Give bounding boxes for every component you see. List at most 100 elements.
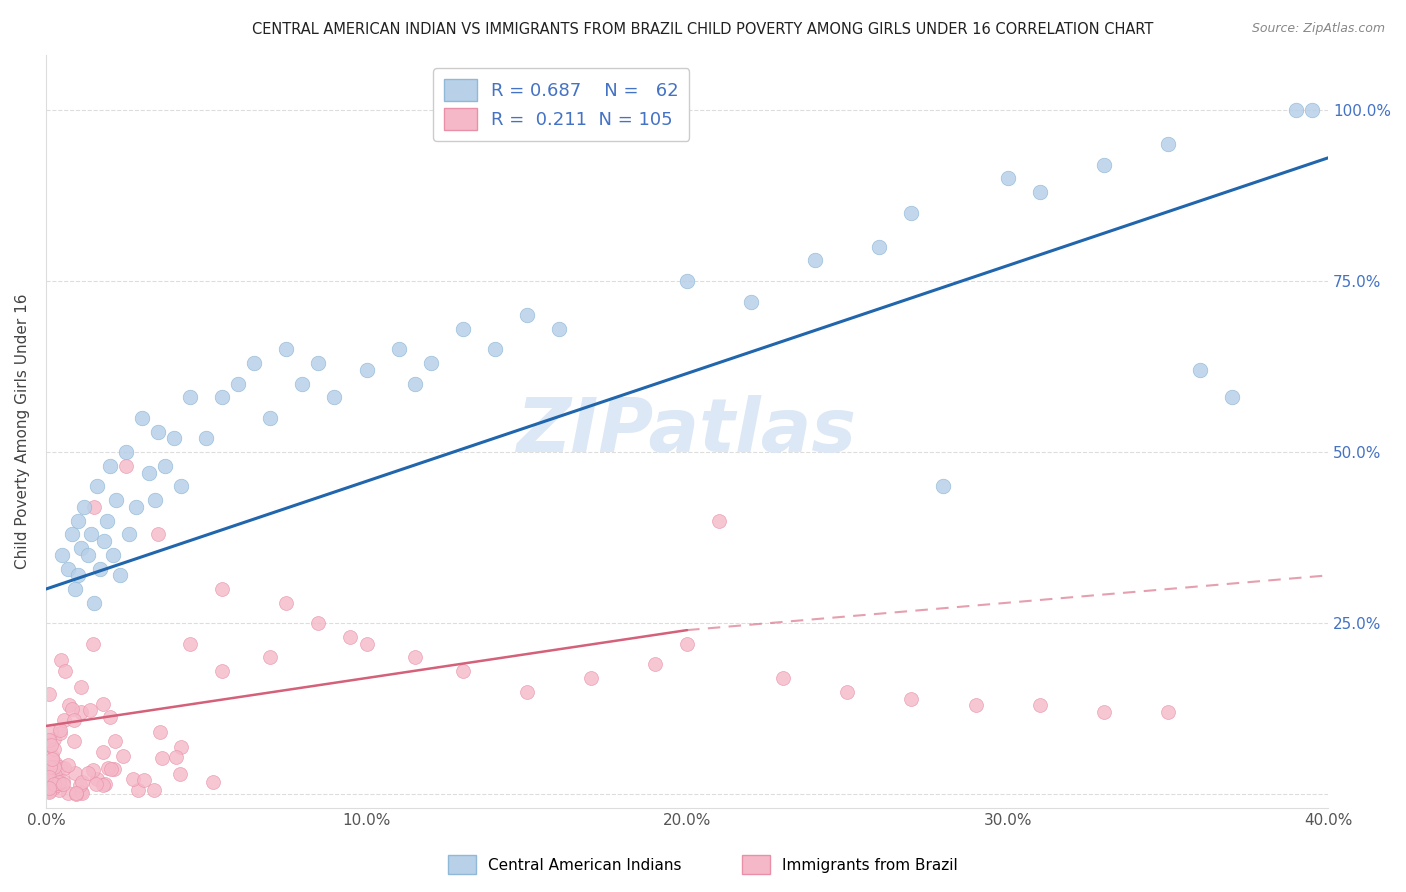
Point [108,568,131,582]
Point [42,760,65,774]
Point [51,548,73,562]
Point [46,776,69,790]
Point [70,541,93,555]
Point [1092,158,1115,172]
Point [70,705,93,719]
Point [307,356,329,370]
Point [1157,137,1180,152]
Point [138,466,160,480]
Y-axis label: Child Poverty Among Girls Under 16: Child Poverty Among Girls Under 16 [15,293,30,569]
Point [44,777,66,791]
Point [356,637,378,651]
Point [72,786,94,800]
Point [41,749,63,764]
Point [62,734,84,748]
Point [48,774,70,789]
Point [103,762,125,776]
Point [125,500,148,514]
Point [387,343,409,357]
Point [65,786,87,800]
Point [307,616,329,631]
Point [38,782,60,797]
Point [63,582,86,596]
Point [676,637,699,651]
Point [146,527,169,541]
Point [63,713,86,727]
Point [52,761,75,775]
Point [150,750,173,764]
Point [79,703,101,717]
Point [96,514,118,528]
Point [53,664,76,678]
Point [404,650,426,665]
Point [52,777,75,791]
Point [66,514,89,528]
Point [38,733,60,747]
Point [39,739,62,753]
Point [115,445,138,459]
Point [132,772,155,787]
Point [83,500,105,514]
Point [70,774,93,789]
Point [868,240,890,254]
Point [42,780,65,795]
Point [82,637,104,651]
Point [932,479,955,493]
Point [93,534,115,549]
Point [69,778,91,792]
Point [52,773,75,788]
Legend: R = 0.687    N =   62, R =  0.211  N = 105: R = 0.687 N = 62, R = 0.211 N = 105 [433,68,689,141]
Point [1157,705,1180,719]
Point [118,527,141,541]
Point [451,322,474,336]
Point [98,458,121,473]
Point [676,274,699,288]
Point [997,171,1019,186]
Point [38,785,60,799]
Point [100,762,122,776]
Point [58,698,80,712]
Point [169,767,191,781]
Point [226,376,249,391]
Point [142,782,165,797]
Point [91,698,114,712]
Point [404,376,426,391]
Text: Source: ZipAtlas.com: Source: ZipAtlas.com [1251,22,1385,36]
Point [103,548,125,562]
Point [1301,103,1323,117]
Point [547,322,569,336]
Point [356,363,378,377]
Point [98,710,121,724]
Point [579,671,602,685]
Point [86,479,108,493]
Point [451,664,474,678]
Point [259,650,281,665]
Point [60,527,83,541]
Point [80,527,103,541]
Point [170,740,193,755]
Point [484,343,506,357]
Point [82,764,104,778]
Point [41,772,63,787]
Point [900,691,922,706]
Point [804,253,827,268]
Point [965,698,987,713]
Point [83,596,105,610]
Point [48,773,70,788]
Point [1092,705,1115,719]
Point [115,458,138,473]
Point [48,783,70,797]
Point [243,356,266,370]
Point [38,784,60,798]
Point [60,702,83,716]
Point [1028,698,1050,713]
Point [49,723,72,738]
Point [39,780,62,794]
Point [772,671,794,685]
Point [86,772,108,787]
Point [42,731,65,746]
Point [76,766,98,780]
Point [49,726,72,740]
Point [38,738,60,752]
Point [149,725,172,739]
